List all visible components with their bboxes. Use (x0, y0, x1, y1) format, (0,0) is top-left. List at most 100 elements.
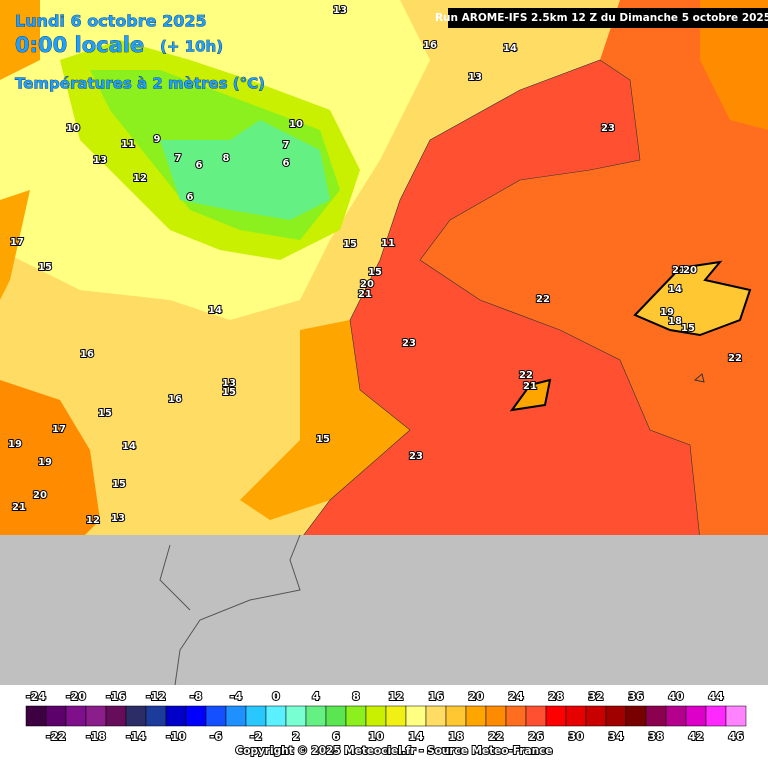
legend-label: 12 (388, 690, 403, 703)
land-warm (0, 0, 40, 300)
lead-time: (+ 10h) (160, 38, 223, 56)
legend-label: 32 (588, 690, 603, 703)
legend-swatch (665, 705, 687, 727)
legend-swatch (425, 705, 447, 727)
legend-label: -14 (126, 730, 146, 743)
contour-label: 14 (668, 284, 682, 295)
legend-label: 46 (728, 730, 744, 743)
legend-swatch (65, 705, 87, 727)
contour-label: 15 (681, 323, 695, 334)
legend-swatch (45, 705, 67, 727)
contour-label: 7 (175, 153, 182, 164)
legend-swatch (445, 705, 467, 727)
contour-label: 21 (523, 381, 537, 392)
copyright: Copyright © 2025 Meteociel.fr - Source M… (236, 745, 553, 757)
legend-label: 6 (332, 730, 340, 743)
contour-label: 6 (196, 160, 203, 171)
contour-label: 11 (121, 139, 135, 150)
legend-label: -10 (166, 730, 186, 743)
legend-label: -6 (210, 730, 223, 743)
legend-label: 30 (568, 730, 584, 743)
legend-swatch (325, 705, 347, 727)
contour-label: 14 (503, 43, 517, 54)
legend-swatch (225, 705, 247, 727)
legend-swatch (185, 705, 207, 727)
legend-panel (0, 685, 768, 768)
contour-label: 12 (133, 173, 147, 184)
land-warm-south (0, 380, 100, 540)
contour-label: 20 (683, 265, 697, 276)
legend-swatch (285, 705, 307, 727)
contour-label: 17 (52, 424, 66, 435)
contour-label: 13 (222, 378, 236, 389)
legend-swatch (545, 705, 567, 727)
legend-label: 36 (628, 690, 644, 703)
contour-label: 20 (360, 279, 374, 290)
contour-label: 19 (660, 307, 674, 318)
legend-swatch (465, 705, 487, 727)
legend-swatch (205, 705, 227, 727)
contour-label: 15 (38, 262, 52, 273)
legend-label: -4 (230, 690, 243, 703)
legend-label: 44 (708, 690, 724, 703)
legend-swatch (365, 705, 387, 727)
contour-label: 13 (111, 513, 125, 524)
legend-swatch (125, 705, 147, 727)
contour-label: 9 (154, 134, 161, 145)
legend-swatch (645, 705, 667, 727)
legend-swatch (25, 705, 47, 727)
legend-swatch (585, 705, 607, 727)
field-name: Températures à 2 mètres (°C) (15, 75, 265, 93)
contour-label: 11 (381, 238, 395, 249)
legend-swatch (705, 705, 727, 727)
legend-swatch (85, 705, 107, 727)
legend-label: 20 (468, 690, 484, 703)
legend-label: -2 (250, 730, 262, 743)
legend-label: -12 (146, 690, 166, 703)
contour-label: 15 (316, 434, 330, 445)
border-lines (159, 534, 301, 686)
island-cabrera (693, 373, 705, 383)
legend-swatch (385, 705, 407, 727)
legend-label: -18 (86, 730, 106, 743)
contour-label: 19 (8, 439, 22, 450)
contour-label: 8 (223, 153, 230, 164)
legend-swatch (145, 705, 167, 727)
legend-label: -16 (106, 690, 126, 703)
contour-label: 19 (38, 457, 52, 468)
contour-label: 17 (10, 237, 24, 248)
legend-swatch (405, 705, 427, 727)
legend-label: 2 (292, 730, 300, 743)
legend-label: -22 (46, 730, 66, 743)
legend-label: -24 (26, 690, 46, 703)
legend-swatch (265, 705, 287, 727)
contour-label: 23 (601, 123, 615, 134)
legend-swatch (605, 705, 627, 727)
run-box (448, 8, 768, 28)
contour-label: 13 (93, 155, 107, 166)
contour-label: 16 (423, 40, 437, 51)
contour-label: 6 (283, 158, 290, 169)
warm-sea (299, 59, 701, 541)
legend-label: 0 (272, 690, 280, 703)
legend-label: 28 (548, 690, 563, 703)
contour-label: 23 (402, 338, 416, 349)
contour-label: 21 (358, 289, 372, 300)
contour-label: 7 (283, 140, 290, 151)
legend-swatch (305, 705, 327, 727)
contour-label: 15 (98, 408, 112, 419)
contour-label: 16 (80, 349, 94, 360)
legend-label: 42 (688, 730, 703, 743)
contour-label: 22 (519, 370, 533, 381)
contour-label: 23 (409, 451, 423, 462)
legend-swatch (725, 705, 747, 727)
legend-label: 18 (448, 730, 463, 743)
sea-north-east (700, 0, 768, 130)
contour-label: 15 (222, 387, 236, 398)
legend-swatch (105, 705, 127, 727)
legend-label: 26 (528, 730, 544, 743)
legend-label: 8 (352, 690, 360, 703)
contour-label: 16 (168, 394, 182, 405)
legend-swatch (245, 705, 267, 727)
